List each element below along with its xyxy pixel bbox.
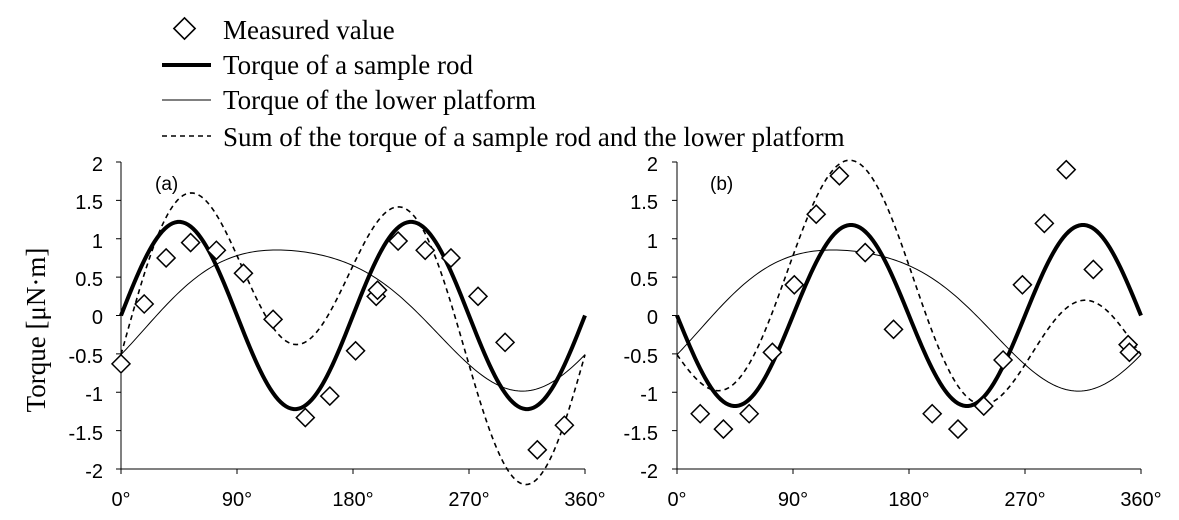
legend-rod-label: Torque of a sample rod [223,50,474,80]
y-tick-label: 2 [647,154,658,176]
measured-point [233,263,254,284]
measured-point [1083,259,1104,280]
y-tick-label: 1 [647,231,658,253]
y-tick-label: -0.5 [69,346,103,368]
legend-sum-label: Sum of the torque of a sample rod and th… [223,122,845,152]
panel-b-y-axis: 2 1.5 1 0.5 0 -0.5 -1 -1.5 -2 [624,154,658,483]
x-tick-label: 90° [222,489,252,511]
y-tick-label: -1.5 [624,423,658,445]
sum-torque-line [120,192,586,486]
y-tick-label: 0.5 [75,269,103,291]
measured-point [762,342,783,363]
y-tick-label: -2 [640,461,658,483]
measured-point [527,439,548,460]
measured-point [388,230,409,252]
panel-b-x-axis: 0° 90° 180° 270° 360° [667,489,1161,511]
legend-measured-label: Measured value [223,15,395,45]
measured-point [806,204,827,225]
measured-point [855,242,876,263]
measured-point [554,415,575,436]
y-tick-label: 0 [647,307,658,329]
measured-point [739,403,760,424]
x-tick-label: 270° [448,489,489,511]
panel-b-label: (b) [710,174,733,195]
measured-point [993,349,1014,371]
y-tick-label: -1 [640,384,658,406]
measured-point [713,419,734,440]
y-tick-label: -1 [85,384,103,406]
rod-torque-line [675,222,1143,409]
panel-a-x-axis: 0° 90° 180° 270° 360° [111,489,605,511]
measured-point [922,403,943,424]
legend: Measured value Torque of a sample rod To… [162,15,845,152]
measured-point [295,407,316,428]
y-tick-label: 0 [92,307,103,329]
measured-point [784,274,805,295]
measured-point [1034,213,1055,234]
measured-point [345,340,366,361]
platform-torque-line [676,249,1142,392]
x-tick-label: 180° [888,489,929,511]
panel-a-label: (a) [155,174,178,195]
y-tick-label: 1.5 [630,192,658,214]
y-tick-label: 1.5 [75,192,103,214]
x-tick-label: 0° [111,489,130,511]
measured-point [110,353,132,374]
y-axis-title: Torque [μN·m] [21,248,51,413]
measured-point [947,419,969,440]
sum-torque-line [676,159,1142,406]
measured-point [263,309,284,330]
measured-point [180,232,201,253]
measured-point [495,332,516,353]
measured-point [367,280,388,301]
rod-torque-line [119,219,587,412]
x-tick-label: 90° [778,489,808,511]
measured-point [690,403,711,424]
y-tick-label: -0.5 [624,346,658,368]
measured-point [206,240,227,261]
measured-point [134,293,155,315]
x-tick-label: 180° [332,489,373,511]
measured-point [415,240,436,261]
x-tick-label: 360° [564,489,605,511]
y-tick-label: 0.5 [630,269,658,291]
measured-point [1056,159,1077,180]
x-tick-label: 270° [1004,489,1045,511]
y-tick-label: 2 [92,154,103,176]
legend-platform-label: Torque of the lower platform [223,85,536,115]
measured-point [829,165,850,186]
panel-b: (b) 2 1.5 1 0.5 0 -0.5 -1 -1.5 -2 0° 90°… [624,154,1162,511]
measured-point [1119,342,1140,363]
panel-a-y-axis: 2 1.5 1 0.5 0 -0.5 -1 -1.5 -2 [69,154,103,483]
measured-point [973,396,994,417]
x-tick-label: 360° [1120,489,1161,511]
y-tick-label: -2 [85,461,103,483]
panel-a: (a) 2 1.5 1 0.5 0 -0.5 -1 -1.5 -2 0° 90°… [69,154,606,511]
measured-point [440,247,462,268]
measured-point [883,319,904,340]
measured-point [1012,274,1033,295]
measured-point [156,247,177,268]
legend-diamond-marker [172,16,197,41]
x-tick-label: 0° [667,489,686,511]
measured-point [319,386,340,407]
y-tick-label: 1 [92,231,103,253]
measured-point [467,286,489,307]
y-tick-label: -1.5 [69,423,103,445]
